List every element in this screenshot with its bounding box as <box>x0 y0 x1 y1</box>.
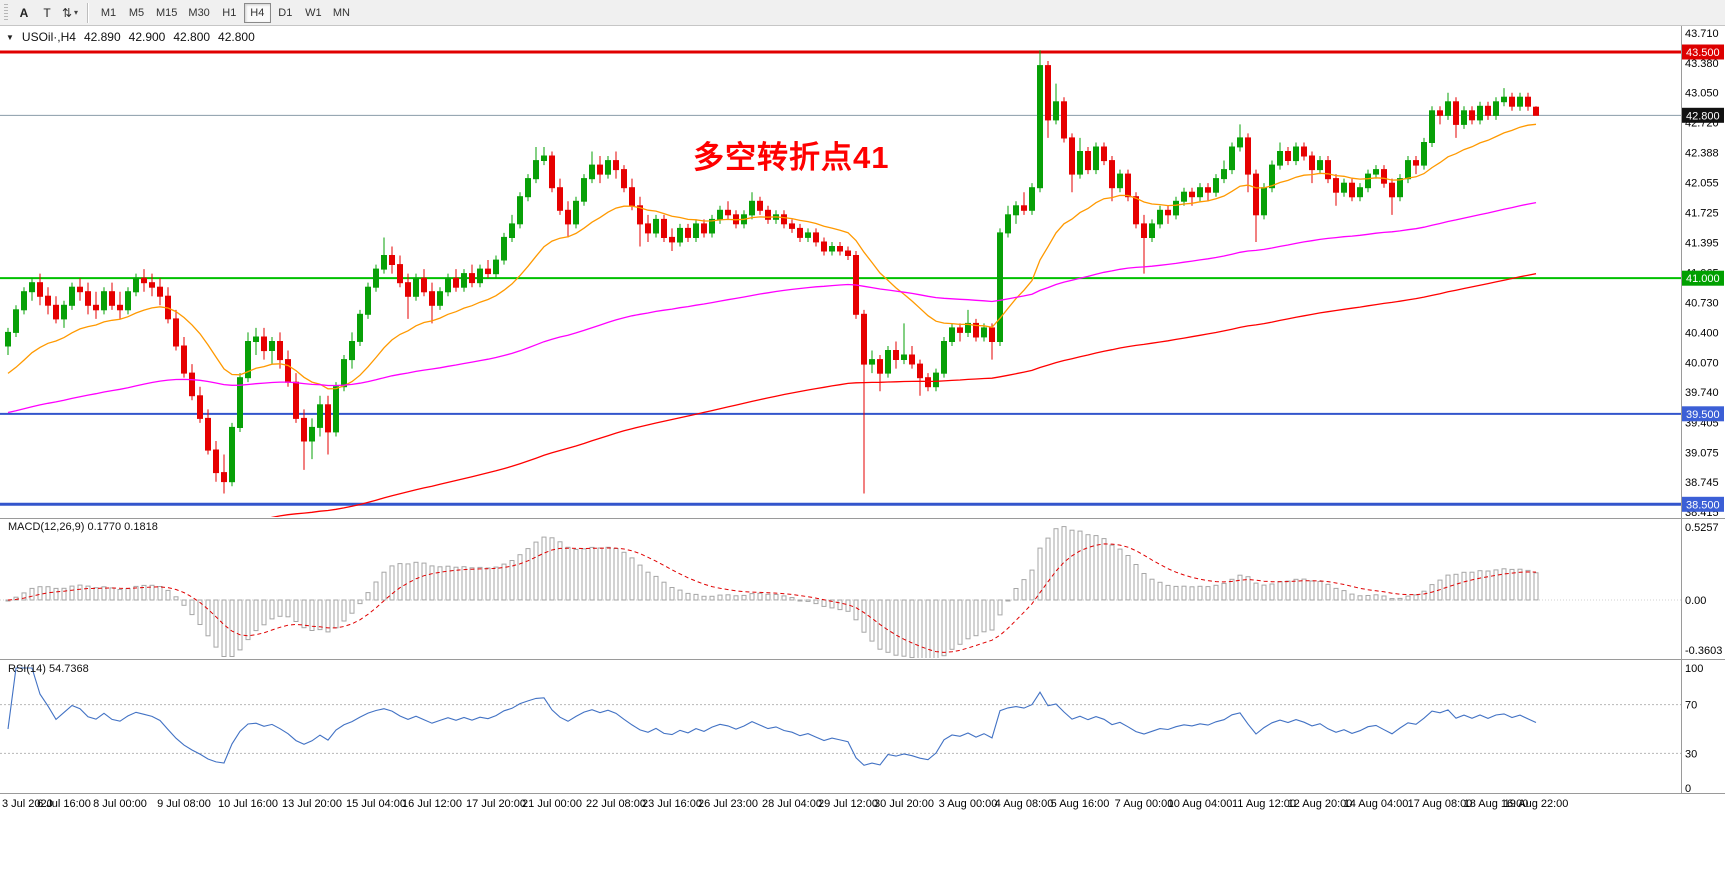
svg-text:41.000: 41.000 <box>1686 273 1720 285</box>
svg-text:15 Jul 04:00: 15 Jul 04:00 <box>346 798 406 810</box>
tf-M1[interactable]: M1 <box>95 3 122 23</box>
toolbar: A T ⇅ ▾ M1 M5 M15 M30 H1 H4 D1 W1 MN <box>0 0 1725 26</box>
svg-text:13 Jul 20:00: 13 Jul 20:00 <box>282 798 342 810</box>
close-value: 42.800 <box>218 30 255 44</box>
draw-text-label-glyph: T <box>43 5 51 20</box>
svg-text:70: 70 <box>1685 700 1697 712</box>
svg-text:21 Jul 00:00: 21 Jul 00:00 <box>522 798 582 810</box>
ma-line-120 <box>7 201 1537 414</box>
svg-text:3 Aug 00:00: 3 Aug 00:00 <box>939 798 998 810</box>
svg-text:0.5257: 0.5257 <box>1685 522 1719 534</box>
toolbar-separator <box>87 2 89 23</box>
svg-text:26 Jul 23:00: 26 Jul 23:00 <box>698 798 758 810</box>
svg-text:43.710: 43.710 <box>1685 28 1719 40</box>
chart-annotation-text[interactable]: 多空转折点41 <box>693 140 890 175</box>
macd-histogram <box>0 526 1681 658</box>
open-value: 42.890 <box>83 30 121 44</box>
svg-text:42.388: 42.388 <box>1685 148 1719 160</box>
svg-text:16 Jul 12:00: 16 Jul 12:00 <box>402 798 462 810</box>
macd-indicator-label: MACD(12,26,9) 0.1770 0.1818 <box>8 521 158 533</box>
draw-text-label: A <box>19 5 29 20</box>
rsi-plot <box>0 667 1681 766</box>
svg-text:30 Jul 20:00: 30 Jul 20:00 <box>874 798 934 810</box>
draw-text-button[interactable]: A <box>13 2 35 24</box>
svg-text:19 Aug 22:00: 19 Aug 22:00 <box>1504 798 1569 810</box>
svg-text:29 Jul 12:00: 29 Jul 12:00 <box>818 798 878 810</box>
svg-text:40.730: 40.730 <box>1685 298 1719 310</box>
svg-text:5 Aug 16:00: 5 Aug 16:00 <box>1051 798 1110 810</box>
svg-text:30: 30 <box>1685 748 1697 760</box>
tf-D1[interactable]: D1 <box>272 3 299 23</box>
svg-text:17 Aug 08:00: 17 Aug 08:00 <box>1408 798 1473 810</box>
high-value: 42.900 <box>128 30 166 44</box>
svg-text:10 Jul 16:00: 10 Jul 16:00 <box>218 798 278 810</box>
svg-text:39.740: 39.740 <box>1685 387 1719 399</box>
symbol-name: USOil·,H4 <box>21 30 76 44</box>
tf-M30[interactable]: M30 <box>183 3 214 23</box>
tf-H4[interactable]: H4 <box>243 2 271 23</box>
tf-M5[interactable]: M5 <box>123 3 150 23</box>
svg-text:11 Aug 12:00: 11 Aug 12:00 <box>1232 798 1296 810</box>
svg-text:43.050: 43.050 <box>1685 88 1719 100</box>
up-down-arrows-icon: ⇅ <box>61 5 73 20</box>
svg-text:6 Jul 16:00: 6 Jul 16:00 <box>37 798 91 810</box>
low-value: 42.800 <box>173 30 211 44</box>
svg-text:4 Aug 08:00: 4 Aug 08:00 <box>995 798 1054 810</box>
svg-text:17 Jul 20:00: 17 Jul 20:00 <box>466 798 526 810</box>
chart-symbol-triangle-icon[interactable]: ▼ <box>6 32 14 42</box>
horizontal-level-lines <box>0 50 1681 506</box>
svg-text:14 Aug 04:00: 14 Aug 04:00 <box>1344 798 1409 810</box>
svg-text:10 Aug 04:00: 10 Aug 04:00 <box>1168 798 1233 810</box>
svg-text:41.725: 41.725 <box>1685 208 1719 220</box>
svg-text:43.500: 43.500 <box>1686 47 1720 59</box>
svg-text:39.075: 39.075 <box>1685 447 1719 459</box>
tf-H1[interactable]: H1 <box>216 3 243 23</box>
dropdown-caret-icon: ▾ <box>74 8 79 17</box>
svg-text:0: 0 <box>1685 783 1691 795</box>
rsi-line <box>7 667 1537 766</box>
tf-W1[interactable]: W1 <box>300 3 327 23</box>
svg-text:22 Jul 08:00: 22 Jul 08:00 <box>586 798 646 810</box>
svg-text:42.800: 42.800 <box>1686 110 1720 122</box>
price-axis: 43.71043.38043.05042.72042.38842.05541.7… <box>1682 28 1724 519</box>
svg-text:38.745: 38.745 <box>1685 477 1719 489</box>
svg-text:18 Aug 16:00: 18 Aug 16:00 <box>1464 798 1529 810</box>
draw-text-label-button[interactable]: T <box>36 2 58 24</box>
chart-canvas[interactable]: 43.71043.38043.05042.72042.38842.05541.7… <box>0 26 1725 894</box>
svg-text:40.070: 40.070 <box>1685 357 1719 369</box>
svg-text:12 Aug 20:00: 12 Aug 20:00 <box>1288 798 1353 810</box>
svg-text:40.400: 40.400 <box>1685 327 1719 339</box>
svg-text:43.380: 43.380 <box>1685 58 1719 70</box>
tf-M15[interactable]: M15 <box>151 3 182 23</box>
ma-line-210 <box>270 273 1537 517</box>
svg-text:8 Jul 00:00: 8 Jul 00:00 <box>93 798 147 810</box>
rsi-indicator-label: RSI(14) 54.7368 <box>8 663 89 675</box>
macd-signal-line <box>7 543 1537 653</box>
svg-text:9 Jul 08:00: 9 Jul 08:00 <box>157 798 211 810</box>
svg-text:28 Jul 04:00: 28 Jul 04:00 <box>762 798 822 810</box>
svg-text:100: 100 <box>1685 663 1703 675</box>
svg-text:7 Aug 00:00: 7 Aug 00:00 <box>1115 798 1174 810</box>
svg-text:42.055: 42.055 <box>1685 178 1719 190</box>
svg-text:-0.3603: -0.3603 <box>1685 645 1722 657</box>
svg-text:0.00: 0.00 <box>1685 595 1706 607</box>
tf-MN[interactable]: MN <box>328 3 355 23</box>
chart-area: 43.710 43.380 43.050 42.720 42.388 42.055 41.7… <box>0 26 1725 894</box>
svg-text:41.395: 41.395 <box>1685 237 1719 249</box>
toolbar-drag-handle[interactable] <box>4 3 8 22</box>
svg-text:3 Jul 2020: 3 Jul 2020 <box>2 798 53 810</box>
ma-line-20 <box>7 123 1537 390</box>
symbol-info: ▼ USOil·,H4 42.890 42.900 42.800 42.800 <box>6 30 255 44</box>
svg-text:39.500: 39.500 <box>1686 409 1720 421</box>
candles-layer <box>5 50 1539 494</box>
arrows-dropdown-button[interactable]: ⇅ ▾ <box>59 2 81 24</box>
svg-text:23 Jul 16:00: 23 Jul 16:00 <box>642 798 702 810</box>
svg-text:38.500: 38.500 <box>1686 499 1720 511</box>
